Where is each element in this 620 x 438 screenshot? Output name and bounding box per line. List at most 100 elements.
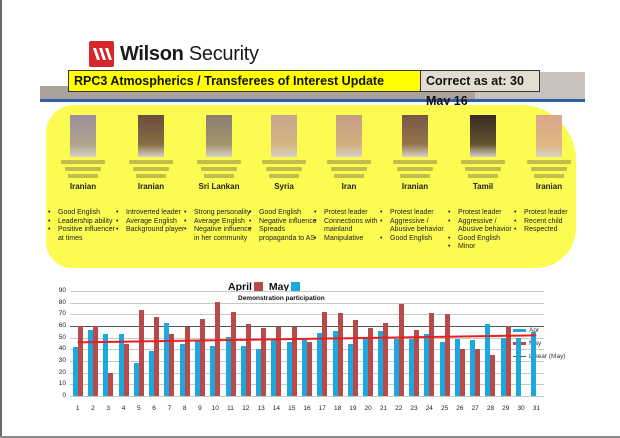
bar-apr [133,363,139,396]
bar-apr [225,336,231,396]
gridline [70,291,544,292]
bar-apr [149,350,155,396]
trait-item: Negative influence in her community [182,226,254,243]
pixelated-photo [402,115,428,157]
bar-may [444,314,450,396]
bar-may [184,327,190,396]
x-tick-label: 12 [242,405,250,412]
bar-apr [347,343,353,396]
nationality-label: Tamil [472,182,494,191]
y-tick-label: 40 [58,345,66,353]
redacted-name [269,174,299,178]
redacted-name [266,167,302,171]
person-card: Tamil [450,105,516,191]
redacted-name [68,174,98,178]
bar-apr [393,338,399,396]
trait-item: Good English [247,209,319,218]
x-tick-label: 26 [456,405,464,412]
y-tick-label: 20 [58,368,66,376]
gridline [70,314,544,316]
y-tick-label: 80 [58,298,66,306]
redacted-name [465,167,501,171]
bar-apr [424,334,430,396]
bar-may [505,326,511,396]
redacted-name [61,160,105,164]
x-tick-label: 13 [257,405,265,412]
redacted-name [133,167,169,171]
traits-list: Protest leaderConnections with mainlandM… [312,209,384,243]
x-tick-label: 4 [121,405,126,412]
redacted-name [197,160,241,164]
bar-apr [302,338,307,396]
page-title: RPC3 Atmospherics / Transferees of Inter… [68,70,421,92]
bar-apr [256,349,262,396]
nationality-label: Iranian [137,182,165,191]
trait-item: Manipulative [312,235,384,244]
redacted-name [393,160,437,164]
may-color-swatch [253,282,263,291]
y-tick-label: 0 [62,392,66,399]
x-tick-label: 29 [502,405,510,412]
y-tick-label: 70 [58,310,66,318]
x-tick-label: 28 [486,405,495,412]
demonstration-chart: April May Demonstration participation Ap… [40,281,600,414]
bar-may [261,328,267,396]
chart-title: April May [228,281,303,293]
trait-item: Aggressive / Abusive behavior [378,218,450,235]
pixelated-photo [206,115,232,157]
y-tick-label: 30 [58,357,66,364]
bar-apr [363,338,369,396]
bar-may [245,323,251,396]
redacted-name [204,174,234,178]
x-tick-label: 6 [152,405,156,412]
bar-apr [286,342,292,396]
chart-subtitle: Demonstration participation [238,295,325,302]
pixelated-photo [470,115,496,157]
pixelated-photo [336,115,362,157]
redacted-name [534,174,564,178]
traits-list: Strong personalityAverage EnglishNegativ… [182,209,254,243]
bar-may [154,316,160,396]
redacted-name [327,160,371,164]
redacted-name [527,160,571,164]
bar-apr [271,340,277,396]
redacted-name [262,160,306,164]
pixelated-photo [536,115,562,157]
bar-may [429,313,435,396]
bar-apr [454,338,460,396]
trait-item: Aggressive / Abusive behavior [446,218,518,235]
header-divider [40,99,585,102]
x-tick-label: 14 [272,405,281,412]
bar-apr [194,340,200,396]
bar-may [475,349,481,396]
bar-may [291,327,297,396]
gridline [70,302,544,304]
bar-may [169,334,175,396]
bar-apr [500,337,506,396]
x-tick-label: 21 [379,405,388,412]
page-border [0,436,620,438]
bar-may [92,326,98,396]
gridline [70,326,544,327]
x-tick-label: 18 [333,405,342,412]
trait-item: Average English [114,218,186,227]
person-card: Iranian [516,105,582,191]
x-tick-label: 24 [425,405,433,412]
redacted-name [136,174,166,178]
bar-apr [485,323,491,396]
trait-item: Good English [46,209,118,218]
redacted-name [334,174,364,178]
bar-may [459,349,465,396]
bar-may [276,327,282,396]
bar-may [230,312,236,396]
x-tick-label: 31 [532,405,540,412]
person-card: Iran [316,105,382,191]
trait-item: Connections with mainland [312,218,384,235]
trait-item: Leadership ability [46,218,118,227]
legend-item-apr: Apr [513,324,565,337]
redacted-name [331,167,367,171]
redacted-name [400,174,430,178]
traits-list: Protest leaderRecent childRespected [512,209,584,235]
bar-may [352,320,358,396]
gridline [70,396,544,397]
